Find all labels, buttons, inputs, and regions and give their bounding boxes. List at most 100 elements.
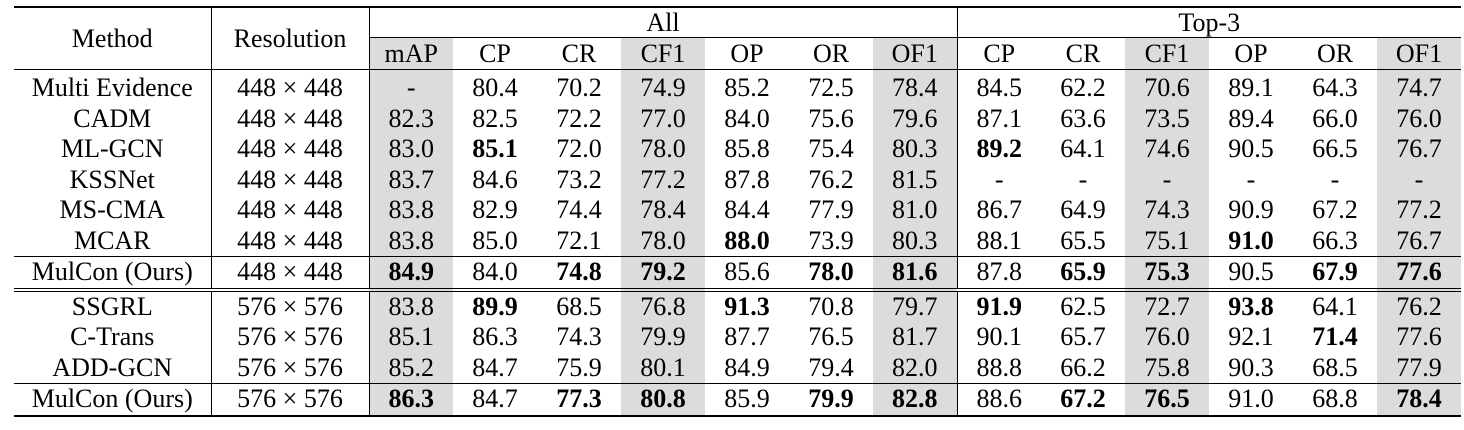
value-cell: 66.0	[1312, 103, 1358, 133]
value-cell: 76.5	[1125, 383, 1209, 417]
value-cell: 79.4	[808, 352, 854, 382]
value-cell: 77.2	[621, 164, 705, 195]
value-cell: 77.9	[1377, 352, 1461, 384]
value-cell: 70.6	[1125, 69, 1209, 104]
value-cell: 78.0	[789, 256, 873, 290]
value-cell: 75.9	[556, 352, 602, 382]
value-cell: 76.7	[1377, 225, 1461, 257]
value-cell: 90.5	[1228, 134, 1274, 164]
table-row: MS-CMA 448 × 448 83.8 82.9 74.4 78.4 84.4 77.9 8…	[14, 195, 1461, 226]
metric-header-all-map: mAP	[369, 37, 453, 70]
metric-header-top3-or: OR	[1293, 37, 1377, 70]
value-cell: 77.2	[1377, 195, 1461, 226]
metric-header-top3-cf1: CF1	[1125, 37, 1209, 70]
value-cell: 66.2	[1060, 352, 1106, 382]
metric-header-all-cr: CR	[537, 37, 621, 70]
value-cell: 77.3	[537, 383, 621, 417]
value-cell: 85.1	[472, 134, 518, 164]
value-cell: 66.5	[1312, 134, 1358, 164]
value-cell: 84.0	[724, 103, 770, 133]
value-cell: 81.0	[873, 195, 958, 226]
value-cell: 83.8	[369, 225, 453, 257]
value-cell: 78.0	[621, 134, 705, 165]
value-cell: 70.2	[556, 73, 602, 103]
metric-header-top3-cr: CR	[1041, 37, 1125, 70]
group-all-header: All	[369, 6, 958, 38]
value-cell: 65.7	[1060, 322, 1106, 352]
method-header: Method	[14, 6, 212, 70]
value-cell: 81.6	[873, 256, 958, 290]
results-body: Multi Evidence 448 × 448-80.4 70.2 74.9 85.2…	[14, 69, 1461, 417]
value-cell: -	[1377, 164, 1461, 195]
value-cell: 79.2	[621, 256, 705, 290]
method-cell: MCAR	[14, 225, 212, 257]
results-table: Method Resolution All Top-3 mAP CP CR CF1 OP…	[14, 6, 1461, 417]
value-cell: 88.6	[957, 383, 1041, 417]
table-row: CADM 448 × 448 82.3 82.5 72.2 77.0 84.0 75.6 79.…	[14, 103, 1461, 134]
value-cell: 80.3	[873, 134, 958, 165]
value-cell: -	[1246, 164, 1256, 194]
method-cell: MulCon (Ours)	[14, 256, 212, 290]
value-cell: 91.0	[1228, 225, 1274, 255]
value-cell: 67.2	[1041, 383, 1125, 417]
method-cell: KSSNet	[14, 164, 212, 195]
value-cell: -	[369, 69, 453, 104]
value-cell: 81.7	[873, 322, 958, 353]
value-cell: 84.9	[369, 256, 453, 290]
resolution-cell: 448 × 448	[211, 225, 370, 257]
value-cell: 85.9	[705, 383, 789, 417]
value-cell: 80.4	[472, 73, 518, 103]
table-row: ML-GCN 448 × 448 83.0 85.1 72.0 78.0 85.8 75.4 8…	[14, 134, 1461, 165]
value-cell: 75.1	[1125, 225, 1209, 257]
metric-header-all-or: OR	[789, 37, 873, 70]
value-cell: 87.8	[957, 256, 1041, 290]
value-cell: 62.2	[1060, 73, 1106, 103]
value-cell: 80.1	[621, 352, 705, 384]
value-cell: 82.9	[472, 195, 518, 225]
table-row: MulCon (Ours) 576 × 576 86.3 84.7 77.3 80.8 85…	[14, 383, 1461, 417]
value-cell: 83.8	[369, 195, 453, 226]
value-cell: 66.3	[1312, 225, 1358, 255]
value-cell: 72.2	[556, 103, 602, 133]
value-cell: 72.7	[1125, 287, 1209, 322]
value-cell: 75.4	[808, 134, 854, 164]
table-row: SSGRL 576 × 576 83.8 89.9 68.5 76.8 91.3 70.8 79…	[14, 287, 1461, 322]
value-cell: 84.7	[472, 352, 518, 382]
results-table-container: Method Resolution All Top-3 mAP CP CR CF1 OP…	[14, 6, 1461, 417]
resolution-cell: 448 × 448	[211, 134, 370, 165]
value-cell: 88.0	[724, 225, 770, 255]
resolution-cell: 448 × 448	[211, 256, 370, 290]
header-row-groups: Method Resolution All Top-3	[14, 6, 1461, 70]
value-cell: 80.3	[873, 225, 958, 257]
value-cell: 64.1	[1293, 287, 1377, 322]
value-cell: 64.1	[1060, 134, 1106, 164]
metric-header-all-op: OP	[705, 37, 789, 70]
value-cell: 82.5	[472, 103, 518, 133]
value-cell: 86.3	[472, 322, 518, 352]
value-cell: 74.6	[1125, 134, 1209, 165]
value-cell: 87.1	[976, 103, 1023, 133]
value-cell: 64.3	[1312, 73, 1358, 103]
value-cell: 93.8	[1209, 287, 1293, 322]
method-cell: SSGRL	[14, 287, 212, 322]
value-cell: 84.4	[724, 195, 770, 225]
table-row: Multi Evidence 448 × 448-80.4 70.2 74.9 85.2…	[14, 69, 1461, 104]
value-cell: 76.0	[1377, 103, 1461, 134]
value-cell: 85.2	[369, 352, 453, 384]
table-row: KSSNet 448 × 448 83.7 84.6 73.2 77.2 87.8 76.2 8…	[14, 164, 1461, 195]
value-cell: 74.4	[556, 195, 602, 225]
resolution-cell: 448 × 448	[211, 69, 370, 104]
table-row: C-Trans 576 × 576 85.1 86.3 74.3 79.9 87.7 76.5…	[14, 322, 1461, 353]
value-cell: 77.0	[621, 103, 705, 134]
value-cell: 74.3	[556, 322, 602, 352]
table-row: ADD-GCN 576 × 576 85.2 84.7 75.9 80.1 84.9 79.4…	[14, 352, 1461, 384]
value-cell: 78.0	[621, 225, 705, 257]
value-cell: 83.8	[369, 287, 453, 322]
value-cell: 75.6	[808, 103, 854, 133]
value-cell: 86.7	[976, 195, 1023, 225]
header-row-metrics: mAP CP CR CF1 OP OR OF1 CP CR CF1 OP OR OF1	[14, 37, 1461, 70]
value-cell: 76.2	[1377, 287, 1461, 322]
value-cell: 84.7	[453, 383, 537, 417]
value-cell: 90.1	[976, 322, 1023, 352]
value-cell: 85.0	[472, 225, 518, 255]
